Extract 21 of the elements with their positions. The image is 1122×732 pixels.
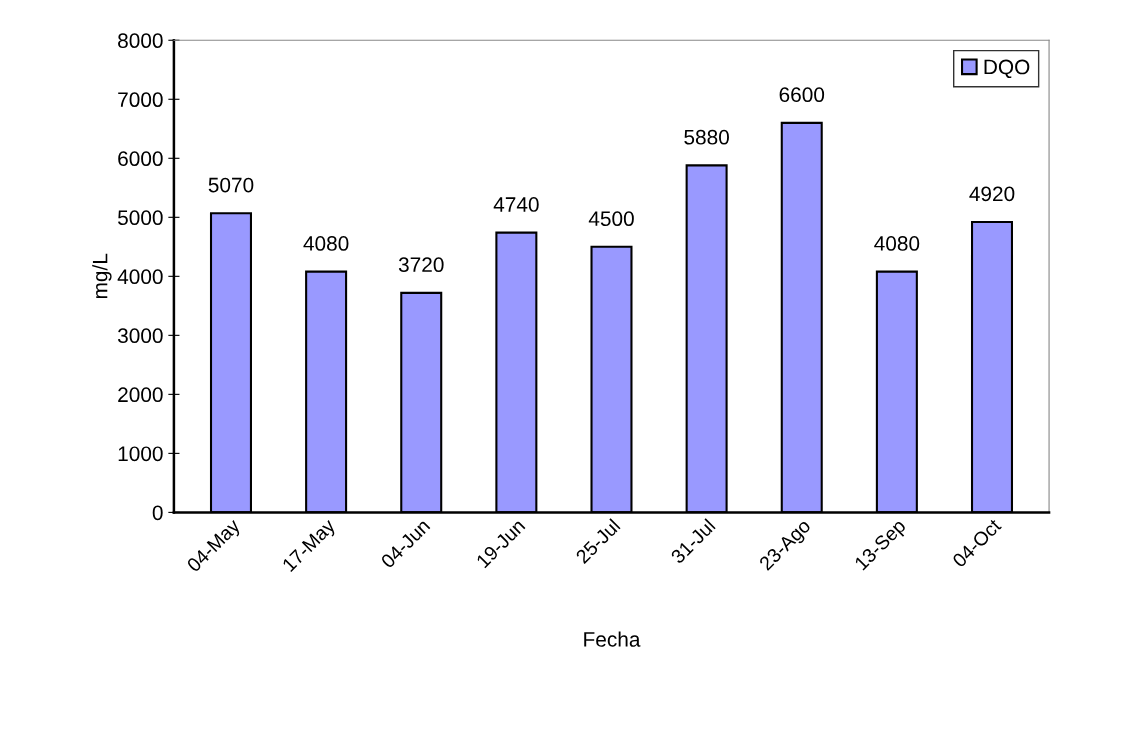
data-label: 5880 [684,129,729,145]
y-tick-label: 7000 [118,92,163,108]
data-label: 4920 [969,186,1015,202]
data-label: 6600 [779,87,825,103]
data-label: 4080 [874,236,920,251]
data-label: 4080 [303,236,349,251]
legend-label: DQO [984,59,1030,79]
x-axis-title: Fecha [584,631,641,647]
y-tick-label: 2000 [118,387,163,403]
y-tick-label: 8000 [118,33,163,49]
y-tick-label: 4000 [117,269,163,285]
y-tick-label: 0 [152,505,163,521]
y-tick-label: 1000 [118,446,163,462]
data-label: 4500 [588,211,634,227]
data-label: 3720 [398,257,444,273]
y-axis-title: mg/L [92,253,112,299]
y-tick-label: 6000 [118,151,163,167]
data-label: 5070 [208,177,254,193]
y-tick-label: 3000 [117,328,163,344]
data-label: 4740 [493,197,539,212]
y-tick-label: 5000 [117,210,163,226]
